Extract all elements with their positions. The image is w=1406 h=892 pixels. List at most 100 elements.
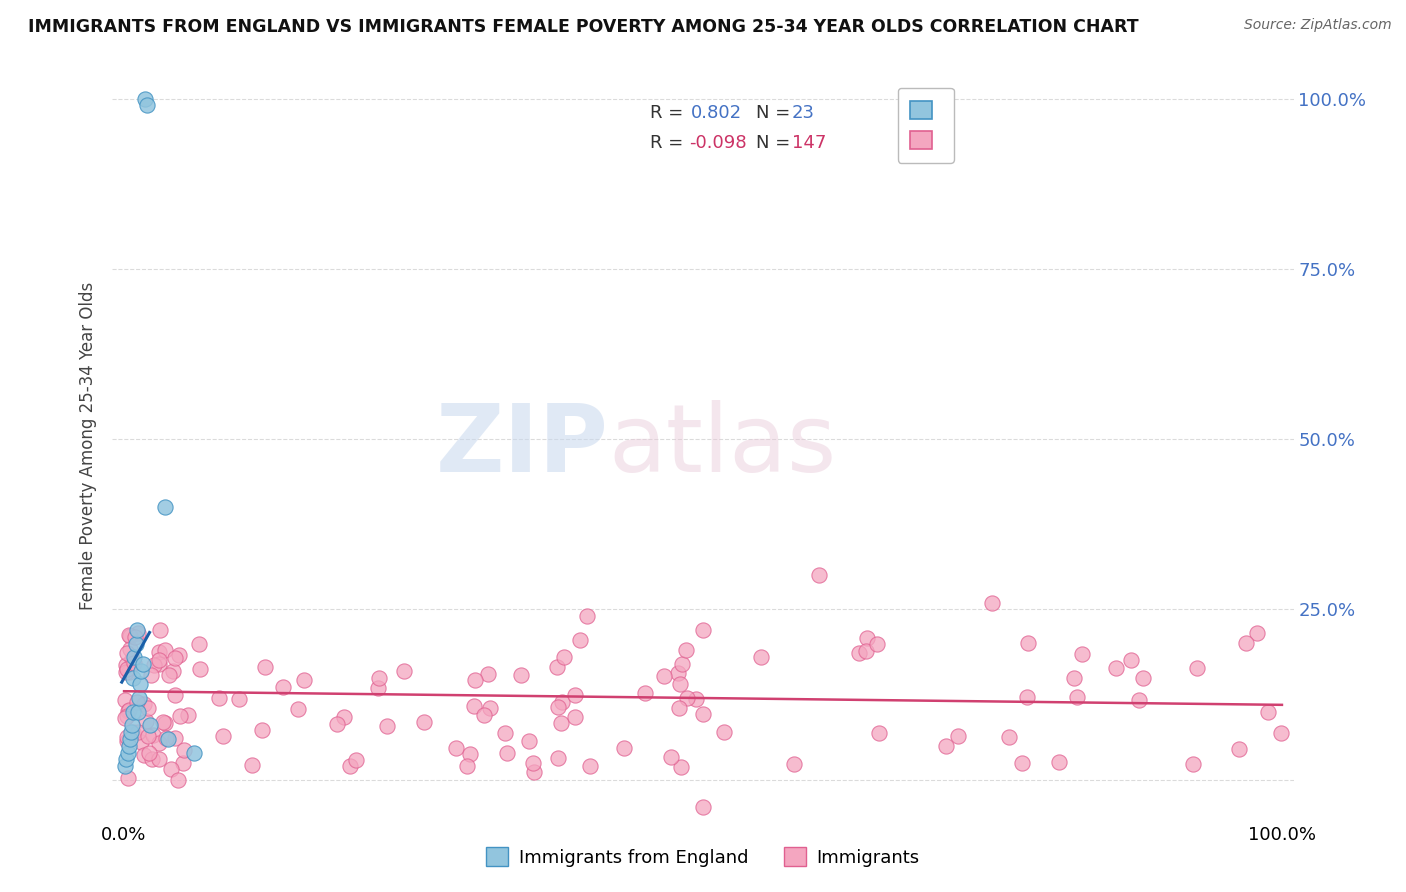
Point [129, 735, 152, 749]
Point [157, 668, 180, 682]
Text: IMMIGRANTS FROM ENGLAND VS IMMIGRANTS FEMALE POVERTY AMONG 25-34 YEAR OLDS CORRE: IMMIGRANTS FROM ENGLAND VS IMMIGRANTS FE… [28, 18, 1139, 36]
Point [149, 623, 172, 637]
Point [392, 665, 415, 679]
Point [159, 762, 181, 776]
Point [553, 650, 575, 665]
Point [148, 645, 170, 659]
Point [855, 644, 877, 658]
Point [478, 701, 501, 715]
Point [125, 623, 148, 637]
Point [115, 646, 138, 660]
Point [254, 659, 277, 673]
Point [1132, 671, 1154, 685]
Point [124, 650, 146, 665]
Point [183, 746, 205, 760]
Point [1270, 726, 1292, 740]
Point [115, 730, 138, 744]
Point [523, 764, 546, 779]
Point [578, 759, 600, 773]
Point [153, 500, 176, 515]
Point [128, 691, 150, 706]
Text: N =: N = [756, 134, 790, 152]
Point [153, 716, 176, 731]
Point [114, 665, 136, 680]
Point [127, 705, 149, 719]
Point [118, 665, 141, 679]
Point [367, 671, 389, 685]
Point [132, 747, 155, 762]
Point [148, 736, 170, 750]
Point [114, 759, 136, 773]
Point [676, 690, 699, 705]
Point [367, 681, 389, 695]
Point [187, 637, 209, 651]
Point [1181, 756, 1204, 771]
Text: N =: N = [756, 103, 790, 121]
Point [496, 747, 519, 761]
Point [125, 695, 148, 709]
Point [1015, 690, 1038, 705]
Point [713, 725, 735, 739]
Point [121, 651, 143, 665]
Point [132, 697, 155, 711]
Text: -0.098: -0.098 [689, 134, 747, 152]
Point [122, 656, 145, 670]
Point [136, 98, 159, 112]
Point [138, 718, 160, 732]
Point [292, 673, 315, 688]
Point [444, 741, 467, 756]
Point [148, 657, 170, 672]
Point [668, 665, 690, 680]
Point [1017, 636, 1039, 650]
Point [671, 657, 693, 672]
Text: 0.802: 0.802 [692, 103, 742, 121]
Point [177, 708, 200, 723]
Point [568, 633, 591, 648]
Point [117, 746, 139, 760]
Point [456, 759, 478, 773]
Point [165, 731, 187, 746]
Point [115, 662, 138, 676]
Point [344, 753, 367, 767]
Point [118, 641, 141, 656]
Point [1011, 756, 1033, 770]
Point [1257, 706, 1279, 720]
Point [634, 686, 657, 700]
Point [240, 758, 263, 772]
Point [564, 689, 586, 703]
Point [1185, 661, 1208, 675]
Point [494, 726, 516, 740]
Point [856, 632, 879, 646]
Point [510, 668, 533, 682]
Text: atlas: atlas [609, 400, 837, 492]
Point [375, 719, 398, 733]
Point [1105, 661, 1128, 675]
Point [127, 725, 149, 739]
Point [460, 747, 482, 761]
Point [1066, 690, 1088, 705]
Point [120, 629, 142, 643]
Point [287, 702, 309, 716]
Point [118, 703, 141, 717]
Point [114, 710, 136, 724]
Point [659, 750, 682, 764]
Point [148, 653, 170, 667]
Point [1119, 653, 1142, 667]
Point [173, 743, 195, 757]
Point [208, 691, 231, 706]
Point [162, 665, 184, 679]
Point [141, 752, 163, 766]
Point [152, 715, 174, 730]
Point [848, 646, 870, 660]
Point [413, 715, 436, 730]
Point [163, 688, 186, 702]
Point [671, 760, 693, 774]
Text: 147: 147 [792, 134, 825, 152]
Point [522, 756, 544, 770]
Point [692, 707, 714, 722]
Point [547, 700, 569, 714]
Point [172, 756, 194, 770]
Y-axis label: Female Poverty Among 25-34 Year Olds: Female Poverty Among 25-34 Year Olds [79, 282, 97, 610]
Point [121, 724, 143, 739]
Point [134, 92, 156, 106]
